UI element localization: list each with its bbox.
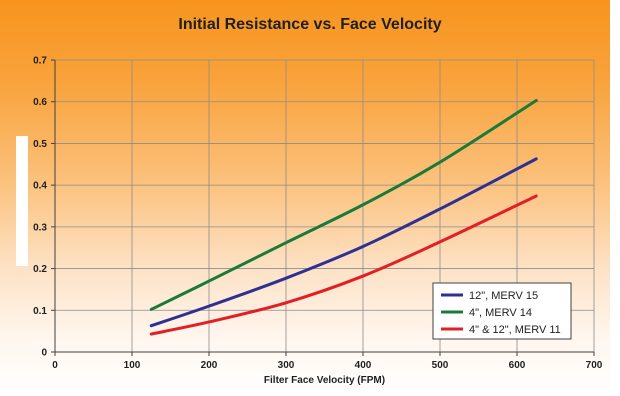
series-line-1	[149, 157, 538, 328]
series-line-2	[149, 98, 538, 311]
x-tick-label: 200	[201, 360, 218, 371]
x-tick-label: 500	[432, 360, 449, 371]
legend-label: 4", MERV 14	[469, 307, 532, 319]
legend: 12", MERV 15 4", MERV 14 4" & 12", MERV 11	[432, 282, 572, 340]
y-tick-label: 0.5	[33, 139, 47, 150]
x-axis-title: Filter Face Velocity (FPM)	[264, 375, 385, 386]
y-tick-label: 0.3	[33, 222, 47, 233]
chart-title: Initial Resistance vs. Face Velocity	[178, 16, 442, 33]
y-axis-label-strip	[16, 136, 28, 266]
legend-label: 4" & 12", MERV 11	[469, 324, 561, 336]
x-tick-label: 0	[52, 360, 58, 371]
tick-labels: 0 100 200 300 400 500 600 700 0 0.1 0.2 0.3 0.4 0.5 0.…	[33, 56, 603, 372]
right-margin	[610, 0, 620, 396]
y-tick-label: 0.6	[33, 97, 47, 108]
axes	[51, 59, 595, 356]
series-lines	[149, 98, 538, 336]
x-tick-label: 600	[509, 360, 526, 371]
legend-label: 12", MERV 15	[469, 290, 538, 302]
y-tick-label: 0.1	[33, 306, 47, 317]
y-tick-label: 0.2	[33, 264, 47, 275]
x-tick-label: 400	[355, 360, 372, 371]
x-tick-label: 700	[586, 360, 603, 371]
y-tick-label: 0	[41, 348, 47, 359]
y-tick-label: 0.4	[33, 181, 47, 192]
series-line-3	[149, 194, 538, 336]
x-tick-label: 100	[124, 360, 141, 371]
y-tick-label: 0.7	[33, 56, 47, 67]
x-tick-label: 300	[278, 360, 295, 371]
